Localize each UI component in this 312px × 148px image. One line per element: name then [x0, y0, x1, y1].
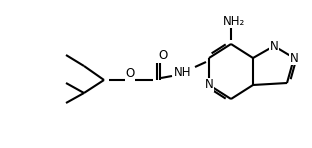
Text: N: N [270, 40, 278, 53]
Text: NH: NH [174, 66, 192, 78]
Text: NH₂: NH₂ [223, 15, 245, 28]
Text: O: O [158, 49, 168, 62]
Text: N: N [290, 52, 298, 65]
Text: N: N [205, 78, 213, 91]
Text: O: O [125, 66, 134, 79]
